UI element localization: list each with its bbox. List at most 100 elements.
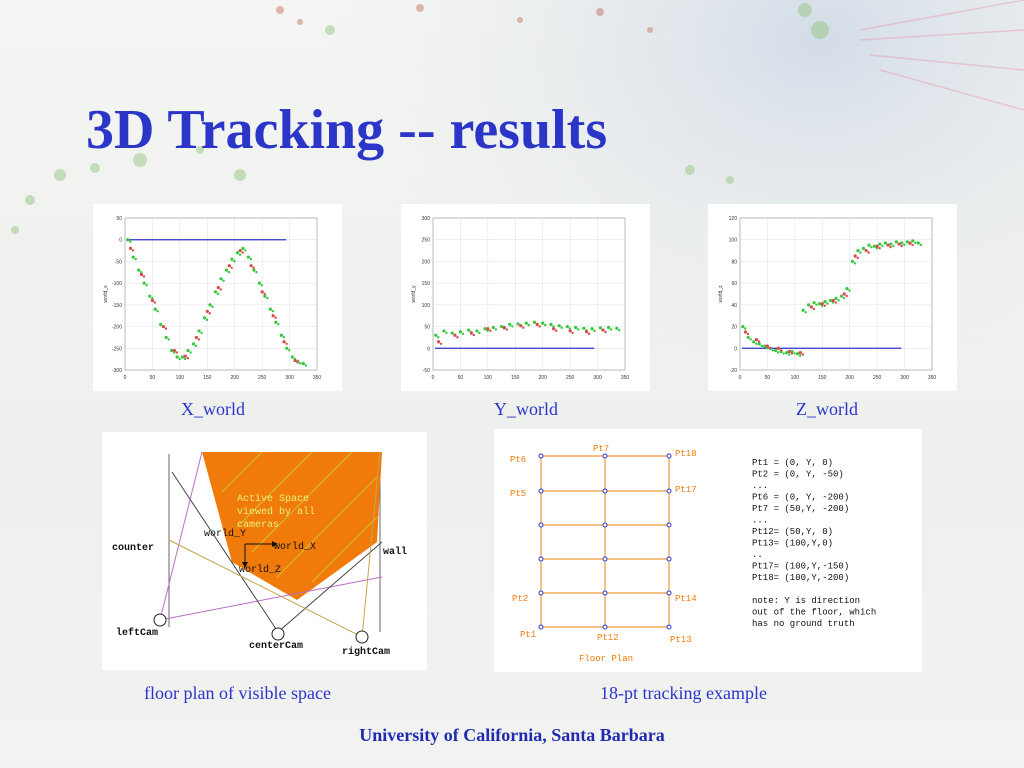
data-point [183,354,187,358]
data-point [194,335,198,340]
data-point [208,303,212,307]
y-tick-label: 0 [427,346,430,352]
data-point [216,292,220,296]
y-tick-label: -150 [112,303,122,309]
pt14-label: Pt14 [675,594,697,604]
data-point [894,240,898,244]
y-tick-label: 120 [729,216,738,222]
data-point [601,328,605,332]
data-point [437,336,440,339]
data-point [875,244,879,248]
data-point [516,322,520,326]
data-point [793,352,796,355]
pt17-label: Pt17 [675,485,697,495]
data-point [749,338,752,341]
data-point [774,348,778,353]
data-point [252,266,255,269]
data-point [469,331,473,335]
data-point [224,268,229,272]
data-point [189,351,192,354]
y-tick-label: -50 [423,368,430,374]
y-tick-label: 50 [116,216,122,222]
x-tick-label: 0 [739,375,742,381]
pt5-label: Pt5 [510,489,526,499]
data-point [285,346,289,350]
y-tick-label: 150 [422,281,431,287]
data-point [826,302,829,305]
data-point [568,327,572,330]
data-point [150,296,154,300]
data-point [615,326,619,330]
data-point [812,301,816,305]
plot-area [739,217,933,371]
data-point [257,281,261,285]
data-point [582,326,586,330]
data-point [249,264,253,268]
x-tick-label: 150 [511,375,520,381]
note-line: has no ground truth [752,619,855,629]
data-point [790,352,794,355]
data-point [230,257,234,261]
data-point [126,238,130,242]
x-world-caption: X_world [181,399,245,419]
data-point [853,262,857,265]
y-axis-label: world_y [411,285,417,303]
data-point [167,338,170,341]
data-point [200,331,203,335]
data-point [255,270,258,274]
data-point [170,348,174,353]
note-line: ... [752,516,768,526]
data-point [519,324,523,328]
x-world-chart: 0 50 100 150 200 250 300 350 50 0 -50 -100 -150 -200 -… [103,216,321,381]
data-point [861,246,866,250]
data-point [590,327,594,331]
data-point [820,302,824,306]
plot-area [124,217,318,371]
y-axis-label: world_x [103,285,109,303]
data-point [260,283,264,287]
pt1-label: Pt1 [520,630,536,640]
data-point [439,342,443,345]
data-point [175,355,179,359]
y-tick-label: 0 [119,238,122,244]
data-point [809,305,813,309]
data-point [202,316,207,320]
world-x-label: world_X [274,541,316,553]
right-cam-icon [355,630,369,644]
data-point [505,328,509,331]
data-point [486,327,490,331]
data-point [208,312,211,315]
data-point [181,355,185,359]
data-point [796,352,800,356]
data-point [532,320,537,324]
data-point [301,361,305,366]
note-line: Pt18= (100,Y,-200) [752,573,849,583]
pt6-label: Pt6 [510,455,526,465]
data-point [246,255,251,259]
pt7-label: Pt7 [593,444,609,454]
data-point [211,305,214,309]
data-point [159,322,163,326]
data-point [867,251,870,254]
data-point [812,307,816,311]
tracking-grid-diagram: Pt6 Pt7 Pt18 Pt5 Pt17 Pt2 Pt14 Pt1 Pt12 … [510,444,876,664]
data-point [900,241,904,245]
data-point [842,296,846,300]
data-point [172,348,176,353]
data-point [618,329,621,332]
data-point [864,248,868,253]
y-tick-label: 60 [731,281,737,287]
data-point [197,338,201,341]
data-point [606,325,611,330]
data-point [848,289,851,292]
data-point [746,335,750,340]
active-space-line-1: Active Space [237,493,309,505]
point-coordinates-notes: Pt1 = (0, Y, 0) Pt2 = (0, Y, -50)... Pt6 =… [752,458,876,629]
data-point [222,279,225,282]
data-point [867,243,871,247]
data-point [897,242,901,246]
data-point [450,331,454,335]
data-point [782,352,785,355]
data-point [765,344,770,348]
data-point [886,243,890,247]
